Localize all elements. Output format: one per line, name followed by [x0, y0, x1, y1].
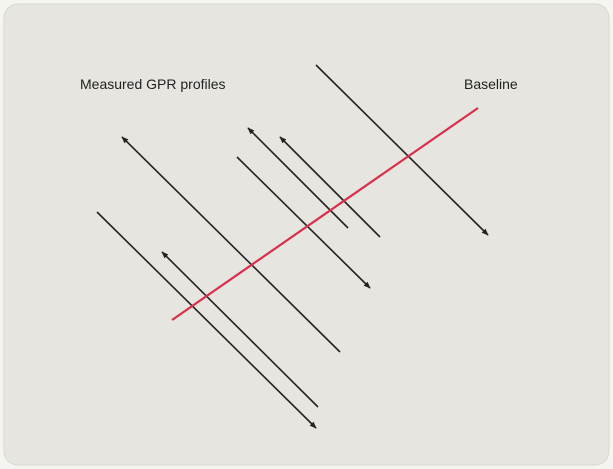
profile-line	[247, 127, 349, 229]
profile-line	[315, 64, 489, 236]
profile-line	[279, 136, 381, 238]
baseline	[171, 107, 479, 321]
panel	[3, 3, 610, 466]
profile-line	[161, 251, 319, 408]
baseline-label: Baseline	[464, 76, 518, 92]
profile-line	[121, 136, 341, 353]
profile-line	[96, 211, 317, 429]
profile-line	[236, 156, 371, 289]
profiles-label: Measured GPR profiles	[80, 76, 226, 92]
